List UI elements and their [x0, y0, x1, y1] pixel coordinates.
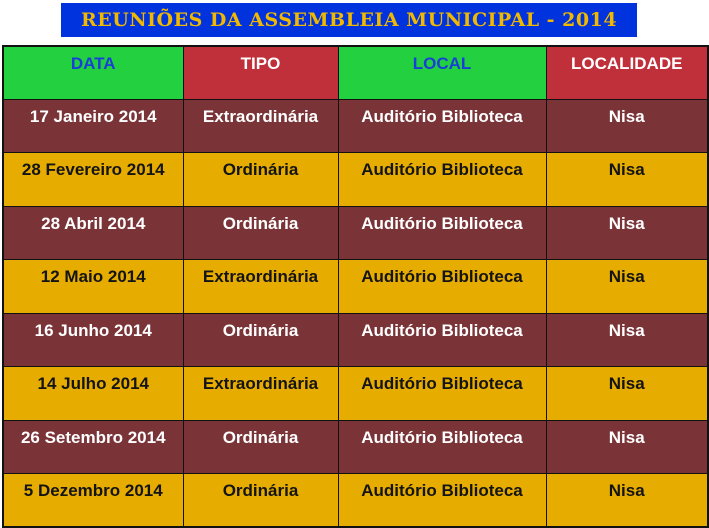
table-row: 5 Dezembro 2014 Ordinária Auditório Biblio…: [2, 473, 709, 528]
cell-tipo: Ordinária: [182, 419, 339, 474]
cell-data: 28 Fevereiro 2014: [2, 152, 184, 207]
cell-tipo: Extraordinária: [182, 366, 339, 421]
cell-local: Auditório Biblioteca: [337, 152, 547, 207]
title-banner: REUNIÕES DA ASSEMBLEIA MUNICIPAL - 2014: [61, 3, 637, 37]
cell-data: 17 Janeiro 2014: [2, 98, 184, 153]
table-row: 28 Abril 2014 Ordinária Auditório Bibliote…: [2, 205, 709, 260]
cell-tipo: Extraordinária: [182, 259, 339, 314]
cell-local: Auditório Biblioteca: [337, 259, 547, 314]
table-row: 14 Julho 2014 Extraordinária Auditório Bib…: [2, 366, 709, 421]
column-header-data: DATA: [2, 45, 184, 100]
table-header-row: DATA TIPO LOCAL LOCALIDADE: [2, 45, 709, 100]
table-row: 12 Maio 2014 Extraordinária Auditório Bibl…: [2, 259, 709, 314]
cell-localidade: Nisa: [545, 473, 709, 528]
page-title: REUNIÕES DA ASSEMBLEIA MUNICIPAL - 2014: [80, 9, 618, 31]
cell-local: Auditório Biblioteca: [337, 98, 547, 153]
table-body: 17 Janeiro 2014 Extraordinária Auditório B…: [2, 98, 709, 528]
cell-tipo: Ordinária: [182, 152, 339, 207]
cell-data: 16 Junho 2014: [2, 312, 184, 367]
cell-tipo: Ordinária: [182, 312, 339, 367]
cell-data: 14 Julho 2014: [2, 366, 184, 421]
cell-local: Auditório Biblioteca: [337, 312, 547, 367]
cell-tipo: Ordinária: [182, 205, 339, 260]
cell-data: 12 Maio 2014: [2, 259, 184, 314]
column-header-tipo: TIPO: [182, 45, 339, 100]
cell-tipo: Ordinária: [182, 473, 339, 528]
column-header-local: LOCAL: [337, 45, 547, 100]
table-row: 26 Setembro 2014 Ordinária Auditório Bibli…: [2, 419, 709, 474]
cell-localidade: Nisa: [545, 259, 709, 314]
column-header-localidade: LOCALIDADE: [545, 45, 709, 100]
cell-data: 26 Setembro 2014: [2, 419, 184, 474]
cell-localidade: Nisa: [545, 205, 709, 260]
cell-data: 28 Abril 2014: [2, 205, 184, 260]
cell-localidade: Nisa: [545, 152, 709, 207]
table-row: 16 Junho 2014 Ordinária Auditório Bibliote…: [2, 312, 709, 367]
cell-local: Auditório Biblioteca: [337, 205, 547, 260]
meetings-table: DATA TIPO LOCAL LOCALIDADE 17 Janeiro 20…: [2, 45, 709, 528]
cell-localidade: Nisa: [545, 312, 709, 367]
cell-localidade: Nisa: [545, 419, 709, 474]
cell-tipo: Extraordinária: [182, 98, 339, 153]
table-row: 17 Janeiro 2014 Extraordinária Auditório B…: [2, 98, 709, 153]
table-row: 28 Fevereiro 2014 Ordinária Auditório Bibl…: [2, 152, 709, 207]
cell-local: Auditório Biblioteca: [337, 366, 547, 421]
cell-localidade: Nisa: [545, 98, 709, 153]
cell-data: 5 Dezembro 2014: [2, 473, 184, 528]
cell-local: Auditório Biblioteca: [337, 473, 547, 528]
cell-localidade: Nisa: [545, 366, 709, 421]
cell-local: Auditório Biblioteca: [337, 419, 547, 474]
